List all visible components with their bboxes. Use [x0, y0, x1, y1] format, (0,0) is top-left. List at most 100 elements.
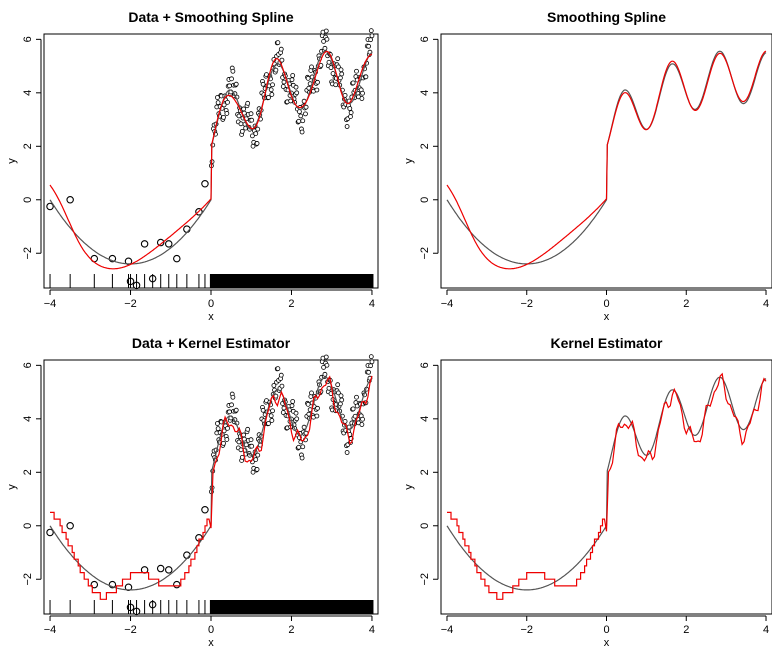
data-point	[229, 76, 234, 82]
data-point	[215, 95, 220, 100]
data-point	[326, 59, 332, 65]
data-point	[321, 38, 326, 44]
data-point	[337, 401, 343, 407]
y-axis-label: y	[403, 484, 415, 490]
x-tick-label: 0	[603, 298, 609, 310]
data-point	[368, 354, 374, 360]
x-tick-label: −2	[520, 298, 533, 310]
data-point	[254, 467, 260, 472]
data-point	[288, 98, 294, 104]
data-point	[269, 92, 275, 97]
data-point	[347, 106, 353, 111]
panel-spline: Smoothing Spline −4 −2 0 2 4 x −2 0 2 4 6 y	[403, 9, 772, 323]
y-tick-label: −2	[22, 573, 34, 586]
data-point	[268, 87, 274, 93]
data-point	[270, 82, 275, 88]
data-point	[269, 418, 275, 423]
data-point	[239, 128, 245, 134]
data-point	[344, 450, 350, 455]
data-point	[348, 114, 353, 119]
data-point	[215, 100, 221, 106]
data-point	[254, 141, 260, 146]
data-point	[239, 454, 245, 460]
x-axis-label: x	[604, 311, 610, 323]
panel-title: Kernel Estimator	[550, 335, 663, 351]
data-point	[322, 371, 328, 377]
data-point	[140, 240, 149, 248]
data-point	[354, 68, 359, 74]
data-point	[245, 426, 251, 432]
x-tick-label: 2	[683, 624, 689, 636]
data-point	[314, 413, 320, 419]
x-axis-label: x	[208, 637, 214, 647]
data-point	[255, 452, 261, 458]
x-tick-label: 4	[763, 624, 769, 636]
data-point	[309, 64, 314, 70]
data-point	[230, 394, 236, 400]
data-point	[296, 444, 302, 450]
data-point	[309, 390, 314, 396]
y-axis-label: y	[403, 158, 415, 164]
data-point	[249, 133, 255, 139]
data-point	[266, 95, 271, 100]
x-tick-label: 0	[208, 298, 214, 310]
data-point	[236, 113, 242, 119]
data-point	[215, 421, 220, 426]
y-tick-label: 4	[419, 416, 431, 422]
y-tick-label: 2	[22, 143, 34, 149]
data-point	[253, 457, 259, 463]
y-tick-label: 2	[22, 469, 34, 475]
data-point	[238, 447, 244, 453]
data-point	[314, 87, 320, 93]
y-tick-label: 4	[22, 416, 34, 422]
x-tick-label: −4	[441, 624, 454, 636]
fit-line	[50, 375, 373, 600]
panel-title: Smoothing Spline	[547, 9, 666, 25]
data-point	[305, 401, 311, 407]
data-point	[225, 99, 230, 105]
data-point	[229, 402, 234, 408]
x-tick-label: 4	[369, 298, 375, 310]
data-point	[290, 73, 296, 78]
data-point	[305, 75, 311, 81]
true-function-line	[446, 376, 767, 591]
data-point	[293, 84, 299, 90]
x-tick-label: 2	[288, 624, 294, 636]
data-point	[323, 354, 329, 360]
data-point	[322, 45, 328, 51]
data-point	[266, 421, 271, 426]
y-tick-label: 2	[419, 469, 431, 475]
data-point	[248, 437, 254, 443]
data-point	[236, 439, 242, 445]
data-point	[354, 394, 359, 400]
data-point	[275, 40, 281, 46]
data-point	[241, 106, 247, 112]
x-tick-label: −4	[441, 298, 454, 310]
data-point	[249, 443, 255, 449]
data-point	[233, 81, 239, 87]
data-point	[338, 393, 344, 399]
data-point	[245, 100, 251, 106]
y-axis-label: y	[6, 484, 18, 490]
data-point	[227, 409, 232, 415]
data-point	[164, 566, 173, 574]
data-point	[233, 407, 239, 413]
data-point	[293, 410, 299, 416]
data-point	[299, 455, 305, 461]
x-tick-label: 4	[369, 624, 375, 636]
data-point	[368, 37, 374, 43]
data-point	[350, 406, 356, 412]
data-point	[215, 426, 221, 432]
panel-kernel: Kernel Estimator −4 −2 0 2 4 x −2 0 2 4 6 y	[403, 335, 772, 647]
data-point	[201, 179, 209, 188]
fit-line	[446, 50, 767, 270]
fit-line	[447, 372, 767, 600]
x-tick-label: −4	[44, 624, 57, 636]
data-point	[227, 83, 232, 89]
data-point	[271, 383, 277, 388]
data-point	[278, 46, 284, 52]
y-tick-label: 0	[419, 523, 431, 529]
data-point	[46, 528, 54, 537]
data-point	[268, 413, 274, 419]
